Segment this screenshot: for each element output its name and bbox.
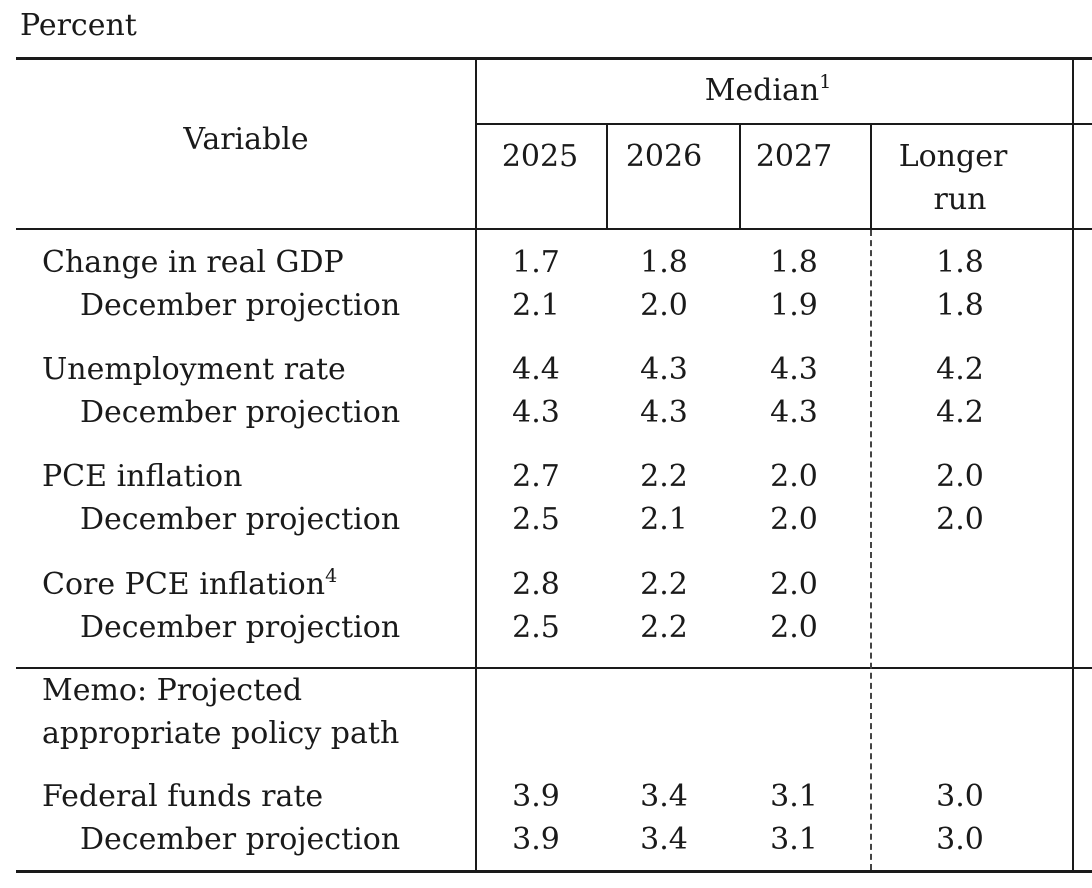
cell-longer-run: 1.8 [936, 245, 984, 280]
median-footnote-marker: 1 [819, 71, 832, 93]
cell-longer-run: 3.0 [936, 779, 984, 814]
cell-2027: 4.3 [770, 352, 818, 387]
cell-2026: 3.4 [640, 822, 688, 857]
cell-2026: 4.3 [640, 352, 688, 387]
row-label: December projection [80, 288, 401, 323]
cell-longer-run: 3.0 [936, 822, 984, 857]
cell-2026: 2.2 [640, 567, 688, 602]
cell-2027: 2.0 [770, 502, 818, 537]
memo-rule [16, 667, 1092, 669]
cell-2025: 1.7 [512, 245, 560, 280]
table-right-divider [1072, 59, 1074, 871]
cell-2026: 2.1 [640, 502, 688, 537]
longer-run-divider [870, 124, 872, 229]
cell-2026: 2.0 [640, 288, 688, 323]
cell-longer-run: 1.8 [936, 288, 984, 323]
variable-header: Variable [183, 122, 309, 157]
median-header: Median1 [704, 71, 832, 108]
core-pce-footnote-marker: 4 [325, 565, 338, 587]
row-label: PCE inflation [42, 459, 243, 494]
bottom-rule [16, 870, 1092, 873]
header-rule [16, 228, 1092, 230]
cell-2025: 4.3 [512, 395, 560, 430]
longer-run-header-line2: run [933, 182, 987, 217]
cell-2025: 2.5 [512, 502, 560, 537]
cell-2025: 2.7 [512, 459, 560, 494]
year-header-2025: 2025 [501, 139, 579, 174]
cell-2025: 3.9 [512, 779, 560, 814]
year-header-2026: 2026 [625, 139, 703, 174]
cell-2027: 2.0 [770, 610, 818, 645]
memo-label-line2: appropriate policy path [42, 716, 400, 751]
cell-2027: 2.0 [770, 459, 818, 494]
row-label: December projection [80, 822, 401, 857]
memo-label-line1: Memo: Projected [42, 673, 303, 708]
median-rule [476, 123, 1092, 125]
row-label: Federal funds rate [42, 779, 324, 814]
cell-2025: 3.9 [512, 822, 560, 857]
cell-2026: 2.2 [640, 610, 688, 645]
cell-2026: 3.4 [640, 779, 688, 814]
row-label: Core PCE inflation4 [42, 565, 338, 602]
year-divider-2026 [739, 124, 741, 229]
year-header-2027: 2027 [755, 139, 833, 174]
cell-2027: 1.9 [770, 288, 818, 323]
cell-2025: 4.4 [512, 352, 560, 387]
row-label: December projection [80, 502, 401, 537]
cell-2025: 2.1 [512, 288, 560, 323]
longer-run-header-line1: Longer [898, 139, 1008, 174]
year-divider-2025 [606, 124, 608, 229]
longer-run-dashed-divider [870, 230, 872, 870]
unit-label: Percent [20, 8, 137, 43]
cell-2027: 2.0 [770, 567, 818, 602]
cell-2025: 2.8 [512, 567, 560, 602]
cell-longer-run: 2.0 [936, 459, 984, 494]
top-rule [16, 57, 1092, 60]
cell-longer-run: 4.2 [936, 395, 984, 430]
cell-longer-run: 2.0 [936, 502, 984, 537]
cell-2027: 3.1 [770, 822, 818, 857]
cell-longer-run: 4.2 [936, 352, 984, 387]
cell-2026: 1.8 [640, 245, 688, 280]
variable-column-divider [475, 59, 477, 871]
cell-2027: 1.8 [770, 245, 818, 280]
cell-2025: 2.5 [512, 610, 560, 645]
row-label: December projection [80, 395, 401, 430]
cell-2027: 3.1 [770, 779, 818, 814]
row-label: December projection [80, 610, 401, 645]
cell-2026: 2.2 [640, 459, 688, 494]
row-label: Change in real GDP [42, 245, 344, 280]
cell-2026: 4.3 [640, 395, 688, 430]
cell-2027: 4.3 [770, 395, 818, 430]
row-label: Unemployment rate [42, 352, 346, 387]
